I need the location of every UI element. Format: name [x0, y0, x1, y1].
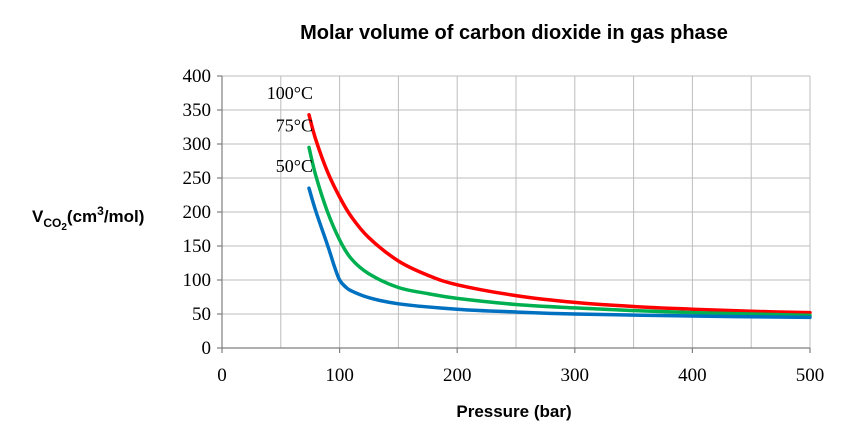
series-lines: [307, 113, 812, 320]
x-tick-label: 400: [678, 365, 707, 386]
y-axis-unit-close: /mol): [104, 207, 145, 226]
y-tick-label: 100: [183, 270, 212, 291]
series-line: [307, 113, 812, 315]
y-axis-symbol: V: [32, 207, 44, 226]
x-tick-label: 300: [561, 365, 590, 386]
y-axis-unit-superscript: 3: [97, 204, 104, 218]
y-axis-unit-open: (cm: [67, 207, 97, 226]
y-tick-label: 50: [192, 304, 211, 325]
x-tick-label: 500: [796, 365, 825, 386]
chart-title: Molar volume of carbon dioxide in gas ph…: [300, 22, 728, 44]
series-label: 100°C: [267, 83, 313, 103]
tick-labels: 0 50 100 150 200 250 300 350 400 0 100 200 300 400 500: [183, 66, 825, 386]
y-tick-label: 300: [183, 134, 212, 155]
x-axis-title: Pressure (bar): [456, 402, 571, 421]
y-tick-label: 200: [183, 202, 212, 223]
y-tick-label: 350: [183, 100, 212, 121]
y-tick-label: 400: [183, 66, 212, 87]
axes: [217, 75, 811, 353]
y-tick-label: 150: [183, 236, 212, 257]
gridlines: [222, 75, 811, 348]
y-axis-subscript-index: 2: [61, 222, 67, 233]
y-axis-title: VCO2(cm3/mol): [32, 204, 144, 233]
series-line: [307, 186, 812, 320]
series-line: [307, 145, 812, 318]
y-tick-label: 0: [202, 338, 212, 359]
y-tick-label: 250: [183, 168, 212, 189]
x-tick-label: 200: [443, 365, 472, 386]
series-label: 50°C: [276, 156, 313, 176]
series-labels: 100°C 75°C 50°C: [267, 83, 313, 176]
y-axis-subscript: CO: [43, 216, 61, 230]
x-tick-label: 100: [325, 365, 354, 386]
series-label: 75°C: [276, 115, 313, 135]
x-tick-label: 0: [217, 365, 227, 386]
